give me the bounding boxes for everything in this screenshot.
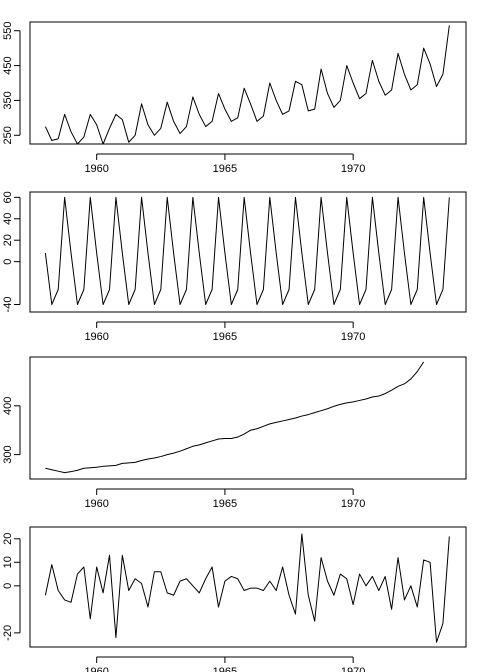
trend-y-tick-label: 400 xyxy=(2,397,14,415)
seasonal-x-tick-label: 1960 xyxy=(84,331,108,343)
random-y-tick-label: 0 xyxy=(2,583,14,589)
trend-y-tick-label: 300 xyxy=(2,445,14,463)
seasonal-y-tick-label: 20 xyxy=(2,234,14,246)
random-x-tick-label: 1970 xyxy=(341,666,365,672)
trend-x-tick-label: 1970 xyxy=(341,498,365,510)
observed-y-tick-label: 450 xyxy=(2,56,14,74)
trend-series-line xyxy=(45,361,425,474)
seasonal-x-tick-label: 1965 xyxy=(213,331,237,343)
random-series-line xyxy=(44,533,450,643)
seasonal-series-line xyxy=(44,196,450,305)
random-x-tick-label: 1960 xyxy=(84,666,108,672)
trend-panel: 1960 1965 1970 300 400 xyxy=(2,356,467,510)
seasonal-y-tick-label: 60 xyxy=(2,191,14,203)
observed-series-line xyxy=(44,25,450,145)
seasonal-panel: 1960 1965 1970 -40 0 20 40 60 xyxy=(2,191,467,343)
observed-x-tick-label: 1965 xyxy=(213,163,237,175)
observed-plot-frame xyxy=(29,21,467,145)
observed-y-tick-label: 250 xyxy=(2,126,14,144)
trend-x-tick-label: 1960 xyxy=(84,498,108,510)
random-x-tick-label: 1965 xyxy=(213,666,237,672)
seasonal-y-tick-label: 0 xyxy=(2,259,14,265)
trend-plot-frame xyxy=(29,356,467,480)
observed-x-tick-label: 1970 xyxy=(341,163,365,175)
observed-y-tick-label: 550 xyxy=(2,22,14,40)
seasonal-y-tick-label: -40 xyxy=(2,297,14,313)
seasonal-y-tick-label: 40 xyxy=(2,213,14,225)
observed-y-tick-label: 350 xyxy=(2,91,14,109)
random-y-tick-label: 10 xyxy=(2,556,14,568)
seasonal-plot-frame xyxy=(29,191,467,313)
random-y-tick-label: -20 xyxy=(2,625,14,641)
random-plot-frame xyxy=(29,526,467,648)
observed-x-tick-label: 1960 xyxy=(84,163,108,175)
observed-panel: 1960 1965 1970 250 350 450 550 xyxy=(2,21,467,175)
seasonal-x-tick-label: 1970 xyxy=(341,331,365,343)
random-panel: 1960 1965 1970 -20 0 10 20 xyxy=(2,526,467,672)
random-y-tick-label: 20 xyxy=(2,533,14,545)
trend-x-tick-label: 1965 xyxy=(213,498,237,510)
